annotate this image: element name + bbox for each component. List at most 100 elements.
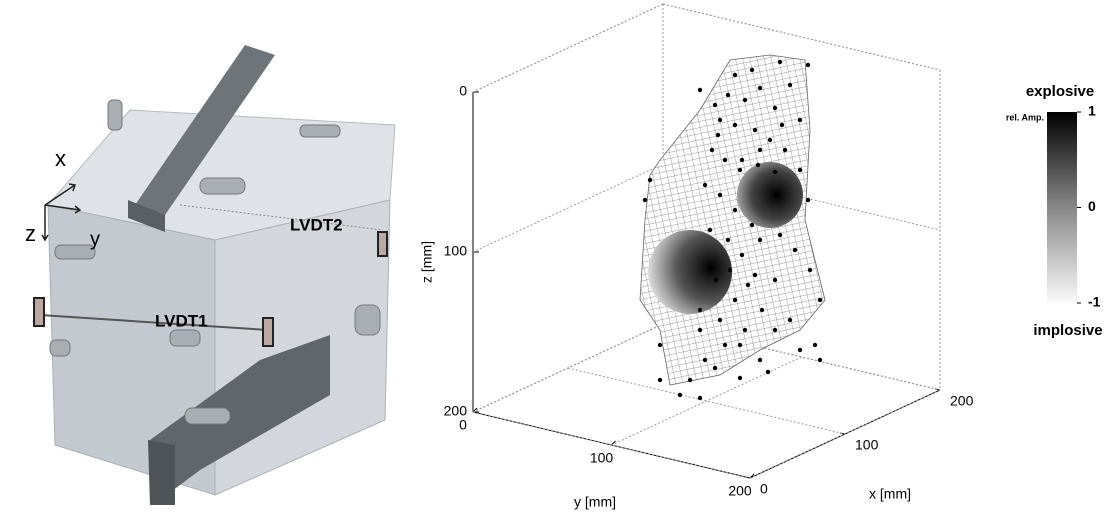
axis-title: x [mm] [869,486,911,502]
colorbar-tick-label: -1 [1088,294,1101,310]
event-point [765,369,771,375]
event-point [797,167,803,173]
event-point [757,357,763,363]
event-point [739,252,745,258]
x-tick-label: 100 [855,437,879,453]
event-points [642,59,823,401]
event-point [772,277,778,283]
grid-line [611,356,802,446]
axis-letter: x [55,146,66,171]
event-point [657,342,663,348]
event-point [812,342,818,348]
event-point [725,237,731,243]
grid-line [472,3,664,93]
colorbar-gradient [1047,112,1077,303]
event-point [702,357,708,363]
grid-line [662,163,941,231]
colorbar-title: implosive [1033,322,1102,339]
event-point [727,267,733,273]
event-point [737,167,743,173]
event-point [737,342,743,348]
event-point [709,147,715,153]
axis-letter: y [90,228,100,250]
event-point [779,122,785,128]
z-tick-label: 100 [444,243,468,259]
event-point [697,395,703,401]
event-point [797,347,803,353]
event-point [782,147,788,153]
x-tick-label: 0 [760,481,768,497]
z-tick-label: 200 [444,403,468,419]
grid-line [567,367,846,435]
event-point [777,59,783,65]
event-point [805,197,811,203]
event-point [702,182,708,188]
event-point [732,297,738,303]
event-point [717,192,723,198]
x-tick-label: 200 [950,393,974,409]
event-point [807,267,813,273]
event-point [677,392,683,398]
event-point [712,365,718,371]
colorbar-label: rel. Amp. [1006,112,1044,122]
grid-line [662,323,941,391]
y-tick-label: 200 [728,483,752,499]
event-point [722,157,728,163]
event-point [767,137,773,143]
event-point [817,297,823,303]
event-point [757,85,763,91]
event-point [787,82,793,88]
event-point [757,147,763,153]
colorbar-tick-label: 0 [1088,198,1096,214]
event-point [772,105,778,111]
event-point [745,282,751,288]
colorbar-tick-label: 1 [1088,103,1096,119]
event-point [772,327,778,333]
event-point [697,327,703,333]
colorbar-title: explosive [1026,83,1094,100]
event-point [752,127,758,133]
event-point [642,197,648,203]
event-point [713,277,719,283]
sensor-label: LVDT2 [290,215,343,234]
grid-line [662,3,941,71]
event-point [732,72,738,78]
axis-title: y [mm] [574,494,616,510]
y-tick-label: 0 [459,417,467,433]
event-point [777,232,783,238]
event-point [759,307,765,313]
event-point [697,307,703,313]
colorbar: explosive implosive rel. Amp. [1006,83,1103,339]
y-tick-label: 100 [590,450,614,466]
sensor-label: LVDT1 [155,311,208,330]
event-point [805,62,811,68]
event-point [787,317,793,323]
event-point [717,317,723,323]
surface-mesh [639,54,826,386]
event-point [732,122,738,128]
specimen-rendering: x y z LVDT1 LVDT2 [25,45,396,505]
axis-title: z [mm] [419,241,435,283]
event-point [722,342,728,348]
event-point [687,377,693,383]
event-point [749,222,755,228]
event-point [797,117,803,123]
event-point [732,207,738,213]
event-point [712,102,718,108]
axis-letter: z [25,221,36,246]
event-point [742,97,748,103]
event-point [657,377,663,383]
event-point [772,169,778,175]
event-point [757,237,763,243]
event-point [737,375,743,381]
event-point [715,132,721,138]
event-point [817,357,823,363]
event-point [717,117,723,123]
z-tick-label: 0 [459,83,467,99]
event-point [647,177,653,183]
event-point [739,157,745,163]
grid-line [472,411,751,479]
event-point [755,162,761,168]
event-point [697,87,703,93]
event-point [742,327,748,333]
